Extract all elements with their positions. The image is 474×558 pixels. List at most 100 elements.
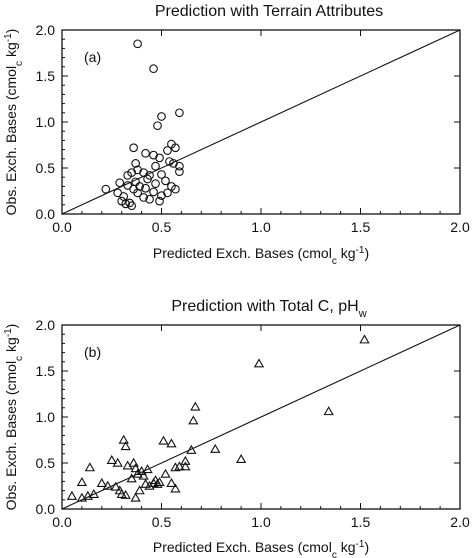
y-tick-label: 0.0 [36,501,56,517]
data-point [128,457,139,467]
data-point [171,184,180,194]
data-point [118,434,129,444]
data-point [157,112,166,121]
data-point [253,358,265,368]
x-tick-label: 2.0 [450,514,470,530]
data-point [186,444,197,454]
panel-label: (a) [84,49,101,65]
data-point [140,478,151,488]
data-point [130,492,141,502]
data-point [152,478,163,488]
data-point [76,492,88,502]
data-point [129,143,138,153]
data-point [210,443,221,453]
data-point [106,454,117,464]
data-point [151,161,160,171]
panel-b: Prediction with Total C, pHw 0.0 0.5 1.0 1.5… [3,298,470,558]
chart-title: Prediction with Terrain Attributes [155,3,383,20]
data-point [188,415,199,425]
data-point [141,148,150,158]
data-point [161,176,170,186]
data-point [170,483,181,493]
data-point [131,177,140,187]
data-point [119,192,129,201]
data-point [359,334,370,344]
data-point [76,477,88,487]
data-point [112,457,123,467]
data-point [149,187,158,197]
data-point [139,193,148,202]
data-point [157,170,166,179]
x-tick-label: 1.0 [251,219,271,235]
x-axis-label: Predicted Exch. Bases (cmolc kg-1) [153,539,369,558]
data-point [114,485,125,495]
data-point [130,463,141,473]
y-tick-label: 1.5 [36,363,56,379]
data-point [158,435,169,445]
one-to-one-line [61,324,461,510]
data-point [96,477,107,487]
data-point [88,488,99,498]
y-axis-label: Obs. Exch. Bases (cmolc kg-1) [3,29,25,216]
data-point [131,159,140,168]
data-point [165,157,174,166]
x-tick-label: 0.0 [52,514,72,530]
data-point [175,161,184,171]
data-point [133,188,142,198]
data-point [155,196,164,206]
panel-label: (b) [84,344,101,360]
data-point [120,489,131,499]
data-point [115,178,125,188]
data-point [121,199,131,209]
data-point [82,490,94,500]
y-tick-label: 1.5 [36,68,56,84]
data-point [110,481,121,491]
data-point [120,441,131,451]
data-point [132,468,143,478]
data-point [190,401,201,411]
y-tick-label: 1.0 [36,409,56,425]
y-tick-label: 0.5 [36,455,56,471]
y-tick-label: 0.5 [36,160,56,176]
data-point [102,480,113,490]
x-tick-label: 1.0 [251,514,271,530]
data-point [126,473,137,483]
data-point [145,194,154,204]
data-point [153,121,162,131]
data-point [180,455,191,465]
data-point [133,39,142,49]
x-tick-label: 2.0 [450,219,470,235]
x-tick-label: 0.0 [52,219,72,235]
data-point [101,184,111,194]
x-tick-label: 1.5 [351,219,371,235]
data-point [155,153,164,163]
data-point [160,468,171,478]
data-point [180,461,191,471]
data-point [175,167,184,177]
chart-title: Prediction with Total C, pHw [171,298,366,320]
data-point [154,477,165,487]
y-axis-label: Obs. Exch. Bases (cmolc kg-1) [3,324,25,511]
y-tick-label: 2.0 [36,317,56,333]
data-point [151,179,160,188]
data-point [175,108,184,118]
data-point [66,490,78,500]
data-point [144,480,155,490]
x-tick-label: 1.5 [351,514,371,530]
data-point [125,198,135,208]
data-point [323,406,334,416]
data-point [142,464,153,474]
data-point [143,174,152,184]
x-axis-label: Predicted Exch. Bases (cmolc kg-1) [153,245,369,267]
data-point [134,485,145,495]
one-to-one-line [61,29,461,215]
data-point [166,438,177,448]
x-tick-label: 0.5 [152,219,172,235]
data-point [141,183,150,193]
data-point [122,460,133,470]
data-point [163,146,172,155]
y-tick-label: 1.0 [36,114,56,130]
data-point [170,462,181,472]
